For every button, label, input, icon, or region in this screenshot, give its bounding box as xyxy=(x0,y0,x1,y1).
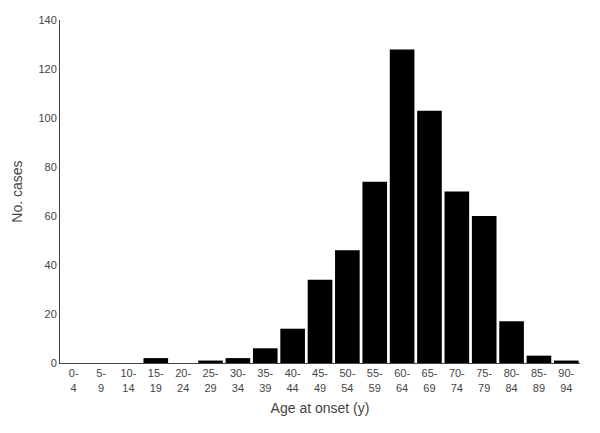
svg-text:0: 0 xyxy=(51,357,57,369)
svg-text:80: 80 xyxy=(45,161,57,173)
svg-text:35-39: 35-39 xyxy=(257,367,273,393)
svg-text:40-44: 40-44 xyxy=(285,367,301,393)
svg-text:5-9: 5-9 xyxy=(96,367,106,393)
svg-text:140: 140 xyxy=(38,14,56,26)
svg-text:Age at onset (y): Age at onset (y) xyxy=(271,400,370,416)
svg-text:20-24: 20-24 xyxy=(175,367,191,393)
svg-text:120: 120 xyxy=(38,63,56,75)
svg-text:75-79: 75-79 xyxy=(476,367,492,393)
svg-text:80-84: 80-84 xyxy=(504,367,520,393)
svg-text:65-69: 65-69 xyxy=(422,367,438,393)
svg-text:50-54: 50-54 xyxy=(339,367,355,393)
svg-text:40: 40 xyxy=(45,259,57,271)
svg-text:0-4: 0-4 xyxy=(69,367,79,393)
svg-text:85-89: 85-89 xyxy=(531,367,547,393)
svg-text:30-34: 30-34 xyxy=(230,367,246,393)
svg-text:90-94: 90-94 xyxy=(558,367,574,393)
svg-text:No. cases: No. cases xyxy=(9,160,25,222)
svg-text:100: 100 xyxy=(38,112,56,124)
svg-text:20: 20 xyxy=(45,308,57,320)
svg-text:25-29: 25-29 xyxy=(203,367,219,393)
svg-text:70-74: 70-74 xyxy=(449,367,465,393)
svg-text:10-14: 10-14 xyxy=(120,367,136,393)
svg-text:15-19: 15-19 xyxy=(148,367,164,393)
svg-text:60-64: 60-64 xyxy=(394,367,410,393)
svg-text:45-49: 45-49 xyxy=(312,367,328,393)
svg-text:60: 60 xyxy=(45,210,57,222)
svg-text:55-59: 55-59 xyxy=(367,367,383,393)
